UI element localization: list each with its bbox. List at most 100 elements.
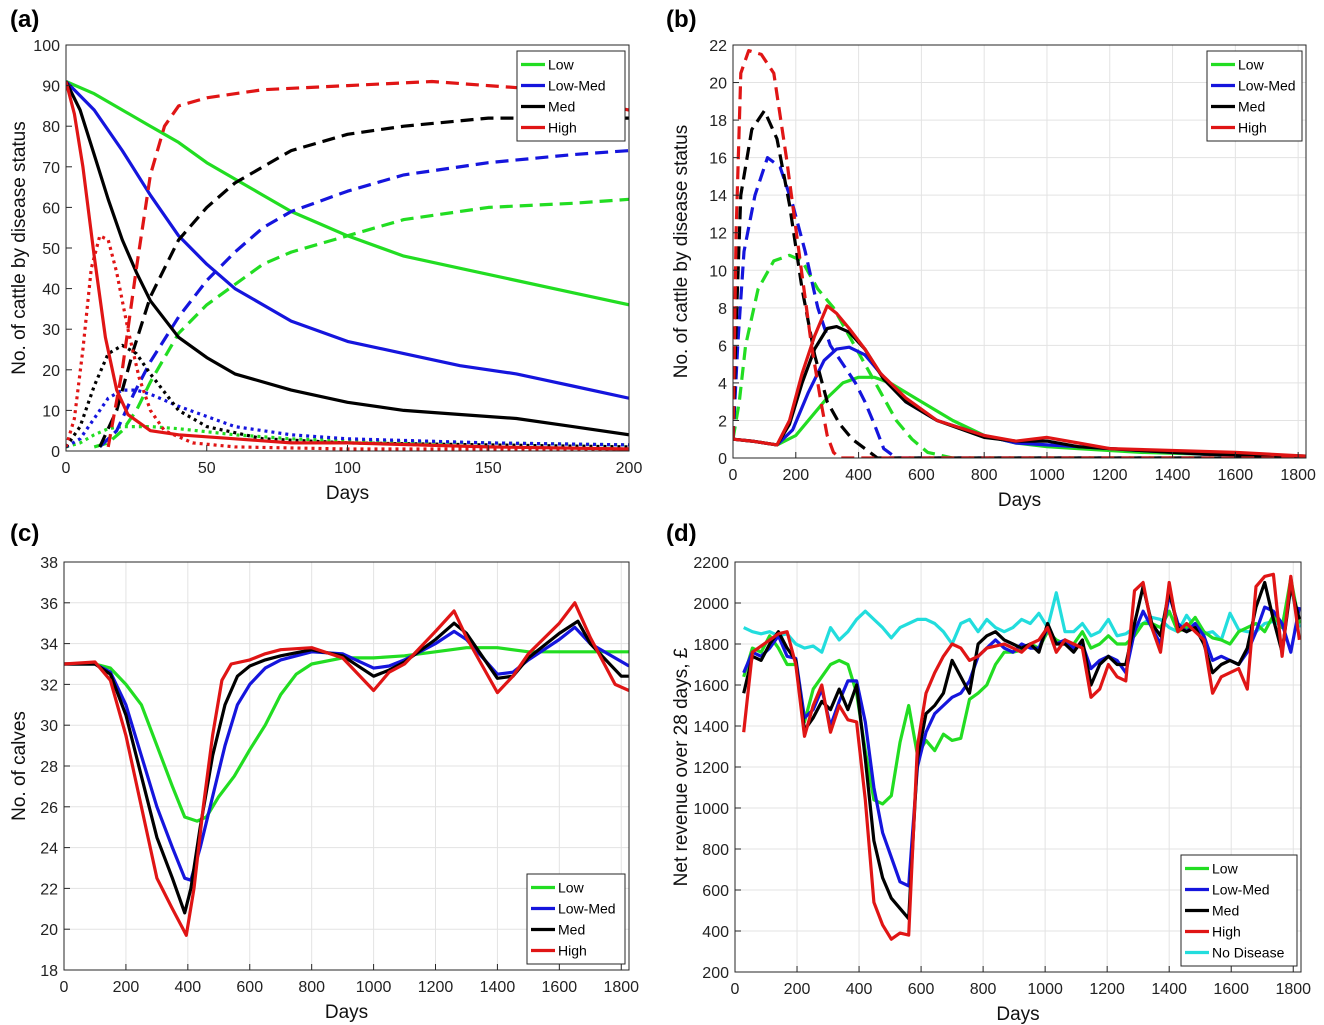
- series-low-solid: [66, 80, 629, 307]
- legend-label: Low-Med: [1212, 882, 1270, 898]
- series-low-med-dashed: [733, 156, 1306, 458]
- y-tick-label: 16: [709, 151, 727, 168]
- x-tick-label: 1400: [1155, 467, 1191, 484]
- series-high-dotted: [66, 234, 629, 451]
- legend-label: No Disease: [1212, 945, 1285, 961]
- y-tick-label: 22: [40, 881, 58, 898]
- series-low-dashed: [733, 253, 1306, 458]
- panel-c: (c) 0 200 400 600 800 1000 1200 1400 1600 1800 18 2…: [0, 512, 662, 1025]
- x-tick-label: 1600: [542, 979, 578, 996]
- y-tick-label: 4: [718, 376, 727, 393]
- panel-a: (a) 0 50 100 150 200 0 10 20 30 40 50 60 70 80 90 100 Da…: [0, 0, 662, 512]
- y-tick-label: 20: [42, 363, 60, 380]
- x-tick-label: 600: [908, 981, 935, 998]
- series-high-solid: [64, 601, 629, 937]
- series-med-solid: [64, 619, 629, 915]
- legend-label: High: [548, 120, 577, 136]
- panel-b: (b) 0 200 400 600 800 1000 1200 1400 1600 1800 0 2 4…: [662, 0, 1324, 512]
- legend-label: Low-Med: [1238, 78, 1296, 94]
- legend-label: High: [1238, 120, 1267, 136]
- x-tick-label: 1800: [1280, 467, 1316, 484]
- y-tick-label: 8: [718, 301, 727, 318]
- y-tick-label: 600: [702, 883, 729, 900]
- legend-label: Low-Med: [548, 78, 606, 94]
- x-tick-label: 400: [846, 981, 873, 998]
- x-tick-label: 600: [236, 979, 263, 996]
- x-tick-label: 1800: [603, 979, 639, 996]
- y-tick-label: 80: [42, 119, 60, 136]
- x-tick-label: 0: [62, 460, 71, 477]
- legend-label: Med: [558, 922, 585, 938]
- y-tick-label: 38: [40, 555, 58, 572]
- y-tick-label: 1000: [693, 801, 729, 818]
- x-tick-label: 400: [174, 979, 201, 996]
- y-axis-label: No. of cattle by disease status: [671, 125, 692, 378]
- x-axis-label: Days: [325, 1002, 368, 1023]
- y-tick-label: 18: [40, 963, 58, 980]
- x-tick-label: 50: [198, 460, 216, 477]
- series-high-solid: [66, 81, 629, 451]
- x-tick-label: 800: [298, 979, 325, 996]
- plot-frame: [732, 44, 1307, 459]
- y-tick-label: 90: [42, 79, 60, 96]
- legend-label: Med: [1212, 903, 1239, 919]
- x-tick-label: 1800: [1275, 981, 1311, 998]
- y-tick-label: 30: [42, 322, 60, 339]
- series-low-med-solid: [64, 625, 629, 882]
- y-tick-label: 20: [709, 76, 727, 93]
- y-axis-label: No. of calves: [9, 711, 30, 821]
- legend-label: Med: [1238, 99, 1265, 115]
- legend: Low Low-Med Med High: [526, 873, 626, 965]
- y-tick-label: 50: [42, 241, 60, 258]
- y-tick-label: 1600: [693, 678, 729, 695]
- y-tick-label: 1200: [693, 760, 729, 777]
- x-tick-label: 800: [970, 981, 997, 998]
- y-tick-label: 0: [51, 444, 60, 461]
- y-tick-label: 10: [42, 403, 60, 420]
- x-tick-label: 1200: [1092, 467, 1128, 484]
- legend-label: High: [1212, 924, 1241, 940]
- x-tick-label: 1200: [418, 979, 454, 996]
- y-tick-label: 34: [40, 637, 58, 654]
- series-low-med-dashed: [98, 149, 629, 449]
- y-tick-label: 6: [718, 338, 727, 355]
- y-tick-label: 100: [33, 38, 60, 55]
- y-tick-label: 400: [702, 924, 729, 941]
- panel-c-label: (c): [10, 520, 40, 547]
- panel-a-label: (a): [10, 6, 40, 33]
- x-tick-label: 200: [782, 467, 809, 484]
- x-tick-label: 200: [784, 981, 811, 998]
- y-tick-label: 2200: [693, 555, 729, 572]
- x-tick-label: 200: [616, 460, 643, 477]
- legend-label: Low: [1212, 861, 1239, 877]
- x-tick-label: 0: [60, 979, 69, 996]
- series-med-dashed: [733, 109, 1306, 458]
- legend-label: Low: [1238, 57, 1265, 73]
- series-group: [733, 49, 1306, 458]
- chart-b: 0 200 400 600 800 1000 1200 1400 1600 1800 0 2 4 6 8 10…: [671, 38, 1316, 511]
- y-tick-label: 1800: [693, 637, 729, 654]
- y-tick-label: 60: [42, 200, 60, 217]
- series-group: [64, 601, 629, 937]
- panel-d-label: (d): [666, 520, 697, 547]
- x-tick-label: 800: [971, 467, 998, 484]
- series-high-solid: [742, 572, 1301, 941]
- x-tick-label: 1600: [1218, 467, 1254, 484]
- legend-label: Low: [548, 57, 575, 73]
- x-tick-label: 100: [334, 460, 361, 477]
- y-tick-label: 2000: [693, 596, 729, 613]
- x-tick-label: 150: [475, 460, 502, 477]
- y-tick-label: 0: [718, 451, 727, 468]
- y-tick-label: 36: [40, 596, 58, 613]
- x-tick-label: 1000: [1027, 981, 1063, 998]
- y-tick-label: 1400: [693, 719, 729, 736]
- series-med-solid: [66, 80, 629, 437]
- y-tick-label: 32: [40, 677, 58, 694]
- series-high-dashed: [733, 49, 1306, 458]
- y-tick-label: 24: [40, 841, 58, 858]
- legend-label: Low-Med: [558, 901, 616, 917]
- legend: Low Low-Med Med High: [1206, 50, 1303, 142]
- x-tick-label: 1000: [1029, 467, 1065, 484]
- x-tick-label: 1200: [1089, 981, 1125, 998]
- series-low-med-solid: [66, 80, 629, 400]
